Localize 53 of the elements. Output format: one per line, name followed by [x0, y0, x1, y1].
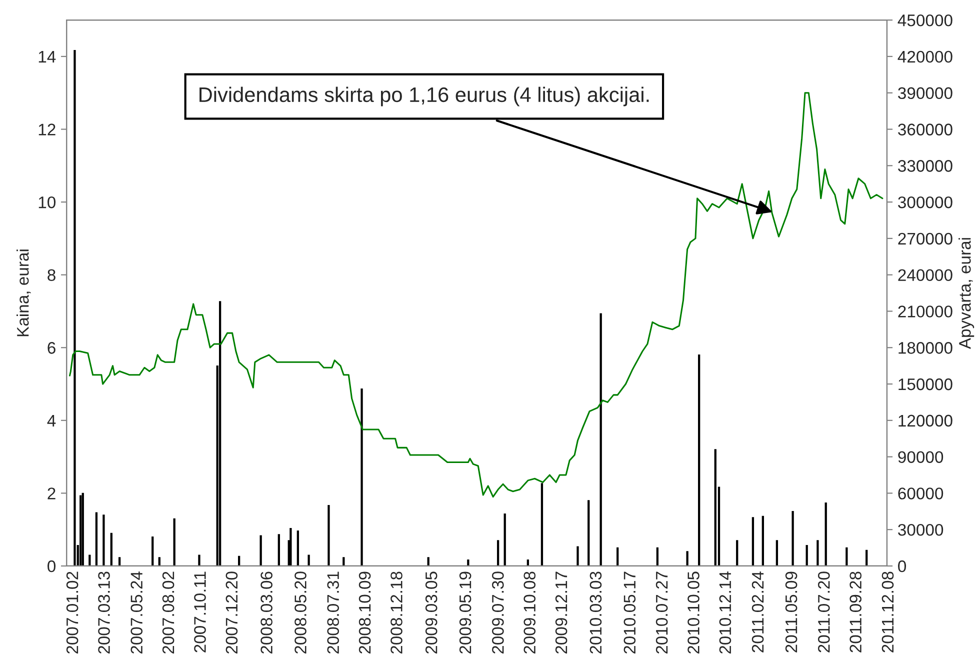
x-tick-label: 2007.01.02 — [66, 572, 78, 654]
y-axis-title: Kaina, eurai — [16, 250, 31, 336]
x-tick-label: 2007.10.11 — [194, 572, 206, 652]
x-tick-label: 2007.03.13 — [98, 572, 110, 654]
x-tick-label: 2008.03.06 — [260, 572, 272, 654]
x-tick-label: 2010.03.03 — [590, 572, 602, 654]
y2-tick-label: 0 — [898, 560, 906, 572]
x-tick-label: 2008.05.20 — [294, 572, 306, 654]
y-tick-label: 10 — [38, 196, 56, 208]
y-tick-label: 4 — [47, 414, 56, 426]
x-tick-label: 2011.02.24 — [752, 571, 764, 652]
y-tick-label: 12 — [38, 124, 56, 136]
x-tick-label: 2011.09.28 — [850, 572, 862, 652]
y2-tick-label: 360000 — [898, 124, 952, 136]
y-tick-label: 2 — [48, 488, 56, 500]
annotation: Dividendams skirta po 1,16 eurus (4 litus) akcijai. — [200, 86, 649, 106]
x-tick-label: 2010.05.17 — [624, 572, 636, 654]
y-tick-label: 14 — [38, 51, 56, 63]
x-tick-label: 2009.12.17 — [555, 572, 568, 654]
x-tick-label: 2008.10.09 — [358, 572, 371, 654]
x-tick-label: 2007.08.02 — [162, 572, 174, 654]
y2-tick-label: 60000 — [898, 488, 944, 500]
x-tick-label: 2011.12.08 — [882, 572, 894, 652]
x-tick-label: 2007.05.24 — [130, 571, 143, 654]
x-tick-label: 2009.07.30 — [492, 572, 504, 654]
y2-tick-label: 300000 — [898, 196, 952, 208]
x-tick-label: 2009.10.08 — [524, 572, 536, 654]
x-tick-label: 2011.07.20 — [818, 572, 830, 652]
y2-tick-label: 150000 — [898, 378, 952, 390]
x-tick-label: 2008.12.18 — [390, 572, 402, 654]
x-tick-label: 2007.12.20 — [226, 572, 238, 654]
y2-tick-label: 120000 — [898, 414, 952, 427]
y2-tick-label: 30000 — [898, 524, 944, 536]
y2-tick-label: 180000 — [898, 342, 952, 354]
y2-tick-label: 330000 — [898, 160, 952, 172]
y2-tick-label: 390000 — [898, 87, 952, 100]
y2-tick-label: 240000 — [898, 269, 952, 282]
y-tick-label: 6 — [48, 342, 56, 354]
y2-axis-title: Apyvarta, eurai — [958, 238, 974, 350]
x-tick-label: 2010.07.27 — [656, 572, 668, 654]
y2-tick-label: 90000 — [898, 451, 944, 463]
x-tick-label: 2009.03.05 — [425, 572, 438, 654]
y2-tick-label: 210000 — [898, 306, 952, 318]
x-tick-label: 2008.07.31 — [327, 572, 340, 654]
y2-tick-label: 450000 — [898, 14, 952, 26]
x-tick-label: 2009.05.19 — [459, 572, 472, 654]
y2-tick-label: 420000 — [898, 50, 952, 63]
y-tick-label: 0 — [48, 560, 56, 572]
x-tick-label: 2010.12.14 — [719, 571, 732, 654]
y-tick-label: 8 — [48, 269, 56, 282]
x-tick-label: 2010.10.05 — [688, 572, 700, 654]
x-tick-label: 2011.05.09 — [785, 572, 798, 652]
y2-tick-label: 270000 — [898, 232, 952, 245]
